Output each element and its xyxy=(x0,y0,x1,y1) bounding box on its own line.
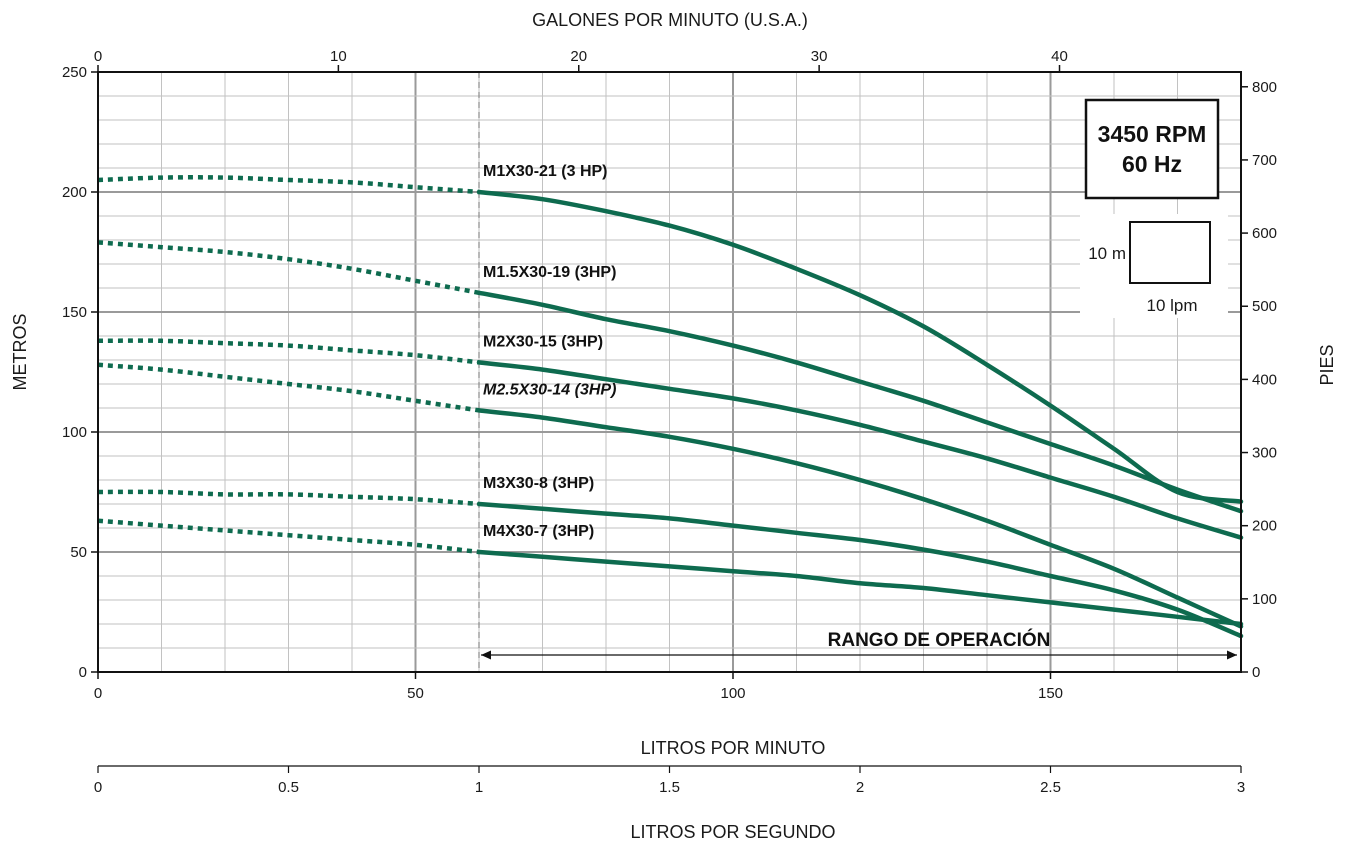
series-5-dashed-curve xyxy=(97,489,480,507)
operating-range: RANGO DE OPERACIÓN xyxy=(481,629,1237,660)
speed-badge-hz: 60 Hz xyxy=(1122,151,1182,177)
left-axis-tick-label: 100 xyxy=(62,424,87,441)
right-axis-tick-label: 800 xyxy=(1252,79,1277,96)
series-6-dashed-curve xyxy=(97,518,480,555)
top-axis-tick-label: 40 xyxy=(1051,48,1068,65)
left-axis-tick-label: 50 xyxy=(70,544,87,561)
scale-key: 10 m 10 lpm xyxy=(1080,214,1228,318)
tick-layer: 0 10 20 30 400501001502002500100200300400500… xyxy=(62,48,1277,796)
series-1-solid-curve xyxy=(476,189,1244,504)
series-5-label: M3X30-8 (3HP) xyxy=(483,475,594,492)
bottom-axis-title: LITROS POR MINUTO xyxy=(641,738,826,758)
curve-layer: M1X30-21 (3 HP) M1.5X30-19 (3HP) M2X30-15 … xyxy=(97,163,1244,639)
series-3-solid-curve xyxy=(476,360,1244,540)
secondary-axis-tick-label: 0 xyxy=(94,779,102,796)
operating-range-label: RANGO DE OPERACIÓN xyxy=(828,629,1051,651)
series-4-dashed-curve xyxy=(97,362,480,413)
left-axis-tick-label: 0 xyxy=(79,664,87,681)
bottom-axis-tick-label: 0 xyxy=(94,685,102,702)
left-axis-tick-label: 150 xyxy=(62,304,87,321)
grid-layer xyxy=(98,72,1241,672)
series-5-solid-curve xyxy=(476,501,1244,639)
right-axis-tick-label: 100 xyxy=(1252,591,1277,608)
operating-range-arrowhead-right xyxy=(1227,650,1237,660)
speed-badge-rpm: 3450 RPM xyxy=(1098,121,1207,147)
series-3-label: M2X30-15 (3HP) xyxy=(483,333,603,350)
left-axis-tick-label: 250 xyxy=(62,64,87,81)
top-axis-tick-label: 20 xyxy=(570,48,587,65)
bottom-axis-tick-label: 50 xyxy=(407,685,424,702)
right-axis-tick-label: 300 xyxy=(1252,445,1277,462)
top-axis-tick-label: 10 xyxy=(330,48,347,65)
bottom-axis-tick-label: 150 xyxy=(1038,685,1063,702)
scale-key-width: 10 lpm xyxy=(1146,296,1197,315)
series-6-label: M4X30-7 (3HP) xyxy=(483,523,594,540)
plot-frame xyxy=(97,71,1242,673)
right-axis-title: PIES xyxy=(1317,344,1337,385)
series-2-solid-curve xyxy=(476,290,1244,514)
series-4-label: M2.5X30-14 (3HP) xyxy=(483,381,616,398)
speed-badge: 3450 RPM 60 Hz xyxy=(1084,98,1220,200)
secondary-axis-tick-label: 0.5 xyxy=(278,779,299,796)
series-3-dashed-curve xyxy=(97,338,480,365)
series-4-solid-curve xyxy=(476,408,1244,629)
secondary-axis-tick-label: 1 xyxy=(475,779,483,796)
scale-key-height: 10 m xyxy=(1088,244,1126,263)
secondary-bottom-axis-title: LITROS POR SEGUNDO xyxy=(630,822,835,842)
right-axis-tick-label: 600 xyxy=(1252,225,1277,242)
right-axis-tick-label: 200 xyxy=(1252,518,1277,535)
series-2-label: M1.5X30-19 (3HP) xyxy=(483,264,616,281)
bottom-axis-tick-label: 100 xyxy=(720,685,745,702)
scale-key-box xyxy=(1129,221,1211,284)
secondary-axis-tick-label: 2 xyxy=(856,779,864,796)
right-axis-tick-label: 0 xyxy=(1252,664,1260,681)
series-2-dashed-curve xyxy=(97,240,480,296)
speed-badge-frame xyxy=(1084,98,1220,200)
series-1-label: M1X30-21 (3 HP) xyxy=(483,163,608,180)
series-1-dashed-curve xyxy=(97,175,480,195)
right-axis-tick-label: 500 xyxy=(1252,298,1277,315)
secondary-axis-tick-label: 2.5 xyxy=(1040,779,1061,796)
left-axis-title: METROS xyxy=(10,313,30,390)
top-axis-tick-label: 0 xyxy=(94,48,102,65)
right-axis-tick-label: 700 xyxy=(1252,152,1277,169)
left-axis-tick-label: 200 xyxy=(62,184,87,201)
operating-range-arrowhead-left xyxy=(481,650,491,660)
series-6-solid-curve xyxy=(476,549,1244,627)
top-axis-tick-label: 30 xyxy=(811,48,828,65)
secondary-axis-tick-label: 3 xyxy=(1237,779,1245,796)
right-axis-tick-label: 400 xyxy=(1252,371,1277,388)
secondary-axis-tick-label: 1.5 xyxy=(659,779,680,796)
top-axis-title: GALONES POR MINUTO (U.S.A.) xyxy=(532,10,808,30)
scale-key-background xyxy=(1080,214,1228,318)
